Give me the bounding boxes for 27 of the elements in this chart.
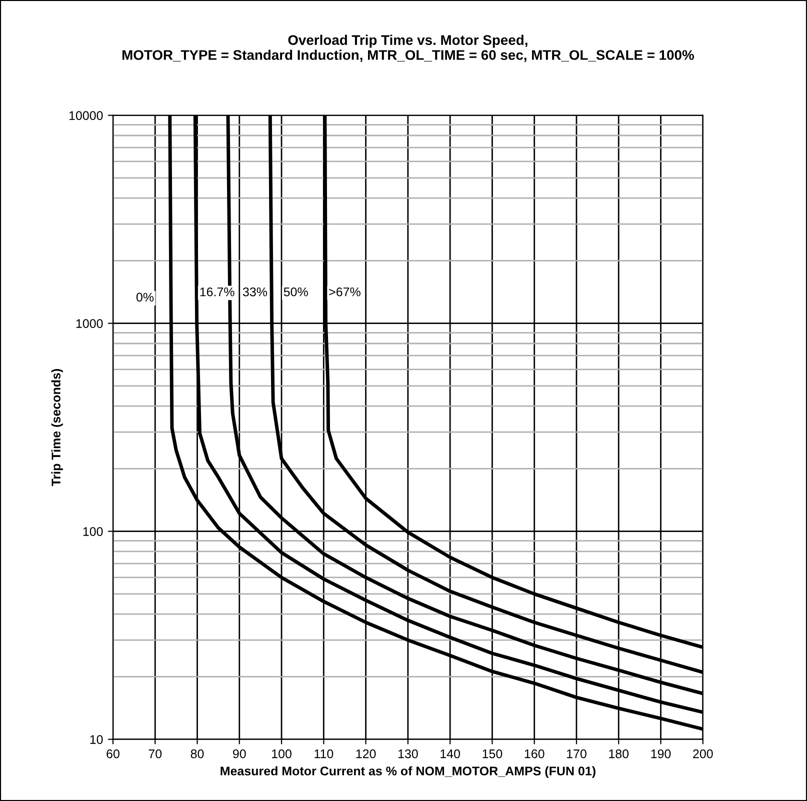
y-tick-label: 1000 <box>76 319 103 328</box>
x-tick-label: 140 <box>440 749 460 758</box>
x-tick-label: 70 <box>148 749 162 758</box>
y-tick-label: 10 <box>90 735 103 744</box>
x-tick-label: 80 <box>190 749 204 758</box>
y-tick-label: 100 <box>83 527 103 536</box>
x-tick-label: 190 <box>651 749 671 758</box>
x-tick-label: 180 <box>609 749 629 758</box>
annotation: 33% <box>242 287 268 296</box>
annotation: 50% <box>284 287 308 296</box>
y-tick-label: 10000 <box>69 111 103 120</box>
annotation: 16.7% <box>200 287 234 296</box>
x-tick-label: 200 <box>693 749 713 758</box>
x-tick-label: 120 <box>356 749 376 758</box>
y-axis-title: Trip Time (seconds) <box>51 369 63 486</box>
x-tick-label: 160 <box>524 749 544 758</box>
x-tick-label: 90 <box>233 749 246 758</box>
x-tick-label: 110 <box>314 749 334 758</box>
x-tick-label: 100 <box>272 749 292 758</box>
x-tick-label: 170 <box>567 749 586 758</box>
annotation: 0% <box>136 292 154 302</box>
x-tick-label: 150 <box>482 749 502 758</box>
x-axis-title: Measured Motor Current as % of NOM_MOTOR_AMPS (FUN 01) <box>220 766 596 778</box>
annotation: >67% <box>329 287 360 296</box>
x-tick-label: 60 <box>106 749 120 758</box>
chart-title: Overload Trip Time vs. Motor Speed, MOTOR_TYPE = Standard Induction, MTR_OL_TIME = 60 sec, MTR_OL_SCALE = 100% <box>122 34 694 62</box>
x-tick-label: 130 <box>398 749 418 758</box>
